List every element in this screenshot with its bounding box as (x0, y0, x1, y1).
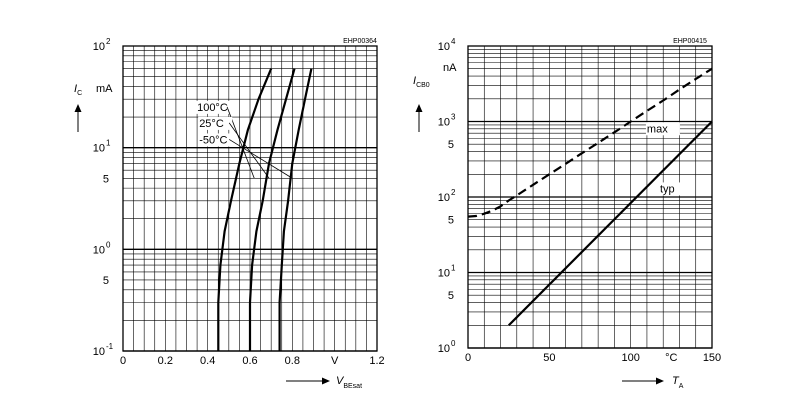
x-tick-label: 0 (465, 352, 471, 364)
series-line-1 (248, 68, 296, 351)
x-axis-symbol: T (672, 375, 680, 387)
x-axis-subscript: BEsat (343, 383, 362, 390)
y-tick-exponent: 4 (451, 37, 456, 46)
x-tick-label: °C (665, 352, 677, 364)
annotations: max typ (645, 122, 693, 196)
x-axis-subscript: A (679, 383, 684, 390)
y-tick-exponent: 3 (451, 113, 456, 122)
y-tick-label: 5 (448, 290, 454, 302)
x-tick-label: 150 (703, 352, 721, 364)
y-axis-subscript: CB0 (416, 82, 430, 89)
series-line-2 (278, 68, 313, 351)
grid (467, 45, 713, 349)
y-tick-label: 10 (438, 41, 450, 53)
plot-frame (467, 45, 713, 349)
y-axis-label: IC mA (74, 83, 113, 132)
annotation-leader (228, 139, 293, 179)
grid (122, 45, 378, 352)
y-axis-label-text: IC (74, 83, 82, 97)
y-tick-label: 10 (438, 343, 450, 355)
y-tick-exponent: 1 (106, 139, 111, 148)
x-axis-label-text: TA (672, 375, 684, 390)
y-tick-exponent: -1 (106, 342, 114, 351)
chart-code: EHP00415 (673, 38, 707, 45)
y-tick-label: 10 (93, 41, 105, 53)
x-tick-labels: 0 0.2 0.4 0.6 0.8 V 1.2 (120, 355, 385, 367)
x-axis-arrow-head (322, 377, 330, 385)
x-tick-label: 0.2 (158, 355, 173, 367)
x-tick-label: 0.8 (285, 355, 300, 367)
series-line-0 (217, 68, 273, 351)
y-axis-unit: nA (443, 62, 457, 74)
y-axis-unit: mA (96, 83, 113, 95)
chart-code: EHP00364 (343, 38, 377, 45)
y-tick-exponent: 0 (106, 240, 111, 249)
x-tick-label: 0 (120, 355, 126, 367)
x-tick-label: 50 (543, 352, 555, 364)
y-tick-label: 10 (438, 117, 450, 129)
y-axis-subscript: C (77, 90, 82, 97)
y-axis-label: ICB0 nA (413, 62, 457, 132)
series-line-1 (507, 120, 713, 327)
y-tick-exponent: 2 (106, 37, 111, 46)
annotations: 100°C 25°C -50°C (196, 100, 293, 179)
annotation-50c: -50°C (199, 134, 227, 146)
y-tick-label: 5 (103, 275, 109, 287)
annotation-100c: 100°C (197, 102, 228, 114)
y-tick-label: 10 (438, 268, 450, 280)
x-tick-label: 100 (621, 352, 639, 364)
x-axis-symbol: V (336, 375, 345, 387)
annotation-background (196, 100, 231, 114)
annotation-25c: 25°C (199, 118, 224, 130)
y-axis-label-text: ICB0 (413, 75, 430, 89)
y-axis-symbol: I (413, 75, 416, 87)
x-tick-label: 1.2 (369, 355, 384, 367)
y-tick-exponent: 2 (451, 188, 456, 197)
x-axis-arrow-head (656, 377, 664, 385)
annotation-background (645, 122, 680, 136)
x-tick-label: V (331, 355, 339, 367)
x-tick-label: 0.6 (242, 355, 257, 367)
annotation-leader (228, 122, 270, 179)
annotation-typ: typ (660, 183, 675, 195)
y-tick-label: 10 (93, 346, 105, 358)
annotation-max: max (647, 123, 668, 135)
annotation-background (198, 133, 233, 147)
annotation-background (198, 116, 233, 130)
y-tick-label: 5 (448, 139, 454, 151)
y-tick-exponent: 0 (451, 339, 456, 348)
y-tick-label: 10 (93, 244, 105, 256)
x-axis-label: VBEsat (286, 375, 362, 390)
y-tick-exponent: 1 (451, 264, 456, 273)
curves (467, 67, 713, 327)
y-tick-label: 5 (103, 173, 109, 185)
y-tick-label: 5 (448, 215, 454, 227)
y-tick-label: 10 (438, 192, 450, 204)
annotation-background (658, 182, 693, 196)
y-tick-label: 10 (93, 143, 105, 155)
curves (217, 68, 313, 351)
x-tick-label: 0.4 (200, 355, 215, 367)
y-axis-arrow-head (415, 104, 423, 112)
x-axis-label: TA (622, 375, 684, 390)
series-line-0 (467, 67, 713, 218)
y-axis-arrow-head (74, 104, 82, 112)
x-axis-label-text: VBEsat (336, 375, 362, 390)
x-tick-labels: 0 50 100 °C 150 (465, 352, 721, 364)
y-axis-symbol: I (74, 83, 77, 95)
